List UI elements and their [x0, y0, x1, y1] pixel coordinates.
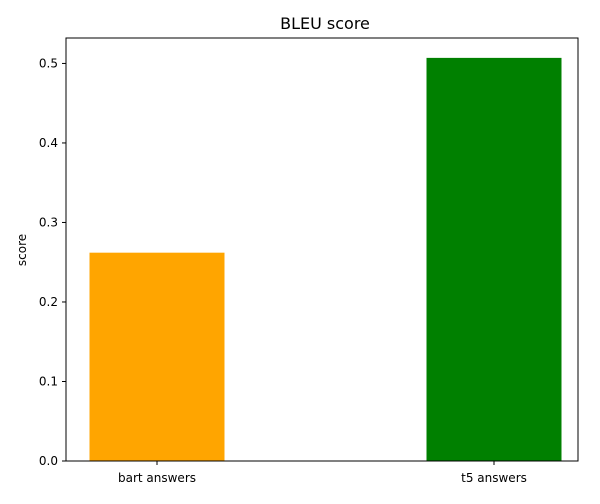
y-tick-label: 0.3: [39, 215, 58, 229]
y-tick-label: 0.2: [39, 295, 58, 309]
y-tick-label: 0.1: [39, 374, 58, 388]
y-axis-ticks: 0.0 0.1 0.2 0.3 0.4 0.5: [39, 56, 66, 468]
axes-frame: [65, 37, 579, 462]
y-tick-label: 0.5: [39, 56, 58, 70]
y-tick-label: 0.4: [39, 136, 58, 150]
axes-border: [65, 37, 579, 462]
x-axis-ticks: bart answers t5 answers: [118, 461, 527, 485]
chart-title: BLEU score: [280, 14, 370, 33]
x-tick-label: bart answers: [118, 471, 196, 485]
plot-area: [89, 57, 562, 462]
x-tick-label: t5 answers: [461, 471, 527, 485]
bar-t5-answers: [426, 57, 562, 462]
y-tick-label: 0.0: [39, 454, 58, 468]
bar-bart-answers: [89, 252, 225, 461]
y-axis-label: score: [15, 234, 29, 266]
